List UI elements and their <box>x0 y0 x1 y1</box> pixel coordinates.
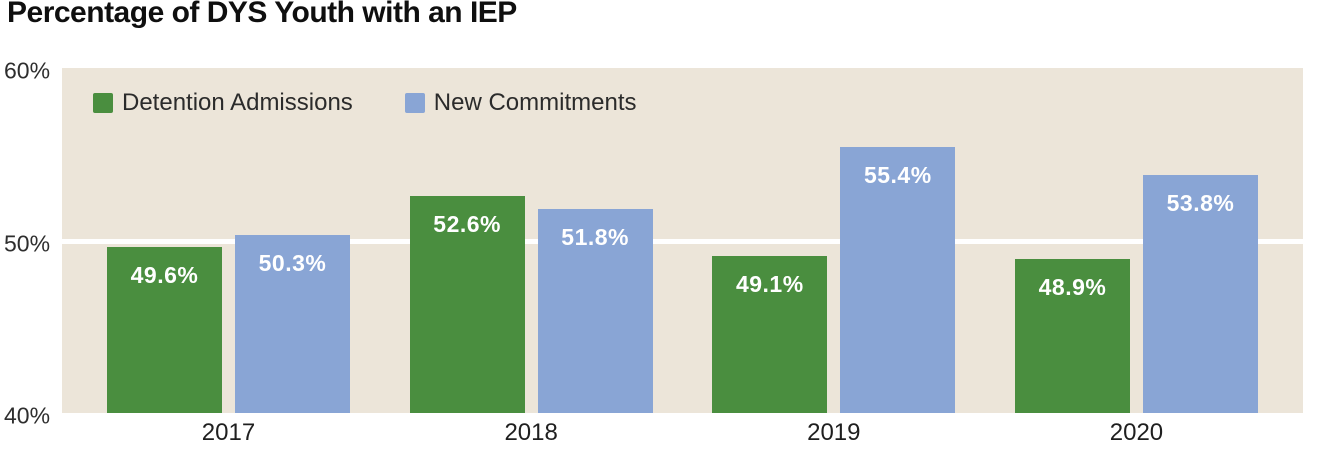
x-axis: 2017 2018 2019 2020 <box>62 419 1303 447</box>
bar-group-2020: 48.9% 53.8% <box>1014 68 1258 413</box>
chart-title: Percentage of DYS Youth with an IEP <box>7 0 517 29</box>
bar-detention-2020: 48.9% <box>1014 259 1130 413</box>
bar-detention-2018: 52.6% <box>409 195 525 413</box>
bar-value-label: 52.6% <box>433 210 502 237</box>
legend-label: Detention Admissions <box>122 89 353 116</box>
bar-value-label: 50.3% <box>258 250 327 277</box>
legend-swatch-blue-icon <box>404 93 425 113</box>
y-axis-tick: 50% <box>4 230 51 256</box>
legend-label: New Commitments <box>433 89 637 116</box>
bar-value-label: 49.6% <box>130 262 199 289</box>
plot-area: Detention Admissions New Commitments 49.… <box>62 68 1303 413</box>
x-axis-label-2020: 2020 <box>1109 419 1164 446</box>
bar-groups: 49.6% 50.3% 52.6% 51.8% 49.1% 55.4% 48.9… <box>62 68 1303 413</box>
bar-commitments-2020: 53.8% <box>1142 174 1258 413</box>
bar-value-label: 51.8% <box>561 224 630 251</box>
bar-value-label: 48.9% <box>1038 274 1107 301</box>
bar-value-label: 49.1% <box>735 271 804 298</box>
bar-group-2017: 49.6% 50.3% <box>107 68 350 413</box>
legend: Detention Admissions New Commitments <box>93 89 637 117</box>
x-axis-label-2019: 2019 <box>807 419 861 446</box>
bar-group-2018: 52.6% 51.8% <box>409 68 653 413</box>
bar-commitments-2019: 55.4% <box>840 147 956 413</box>
bar-detention-2017: 49.6% <box>107 247 222 413</box>
bar-commitments-2018: 51.8% <box>537 209 653 413</box>
x-axis-label-2017: 2017 <box>201 419 256 446</box>
legend-item-new-commitments: New Commitments <box>404 89 637 117</box>
legend-item-detention-admissions: Detention Admissions <box>93 89 353 117</box>
x-axis-label-2018: 2018 <box>504 419 558 446</box>
gridline-50-percent <box>62 238 1303 244</box>
legend-swatch-green-icon <box>93 93 113 113</box>
bar-commitments-2017: 50.3% <box>235 235 350 413</box>
bar-detention-2019: 49.1% <box>712 256 828 413</box>
y-axis-tick: 60% <box>4 57 51 84</box>
bar-value-label: 53.8% <box>1166 189 1235 216</box>
bar-group-2019: 49.1% 55.4% <box>712 68 956 413</box>
bar-value-label: 55.4% <box>863 162 932 189</box>
y-axis-tick: 40% <box>4 402 51 429</box>
